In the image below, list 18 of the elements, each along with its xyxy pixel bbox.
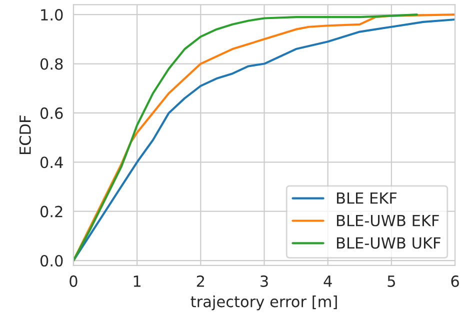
y-tick-label: 0.8 xyxy=(40,58,63,70)
y-tick-label: 0.6 xyxy=(40,107,63,119)
x-tick-label: 4 xyxy=(324,276,332,287)
x-tick-label: 1 xyxy=(134,276,141,287)
y-axis-title: ECDF xyxy=(19,116,31,154)
y-tick-label: 0.0 xyxy=(40,254,63,267)
y-tick-label: 1.0 xyxy=(41,9,63,21)
y-tick-label: 0.4 xyxy=(40,156,63,168)
x-tick-label: 0 xyxy=(70,275,78,287)
x-axis-title: trajectory error [m] xyxy=(190,296,337,310)
x-tick-label: 5 xyxy=(388,276,395,287)
legend-label: BLE EKF xyxy=(337,192,397,204)
legend-label: BLE-UWB EKF xyxy=(337,214,439,226)
x-tick-label: 2 xyxy=(196,275,204,287)
y-tick-label: 0.2 xyxy=(40,206,62,218)
x-tick-label: 3 xyxy=(260,275,268,287)
x-tick-label: 6 xyxy=(451,275,459,287)
legend-label: BLE-UWB UKF xyxy=(337,237,440,249)
